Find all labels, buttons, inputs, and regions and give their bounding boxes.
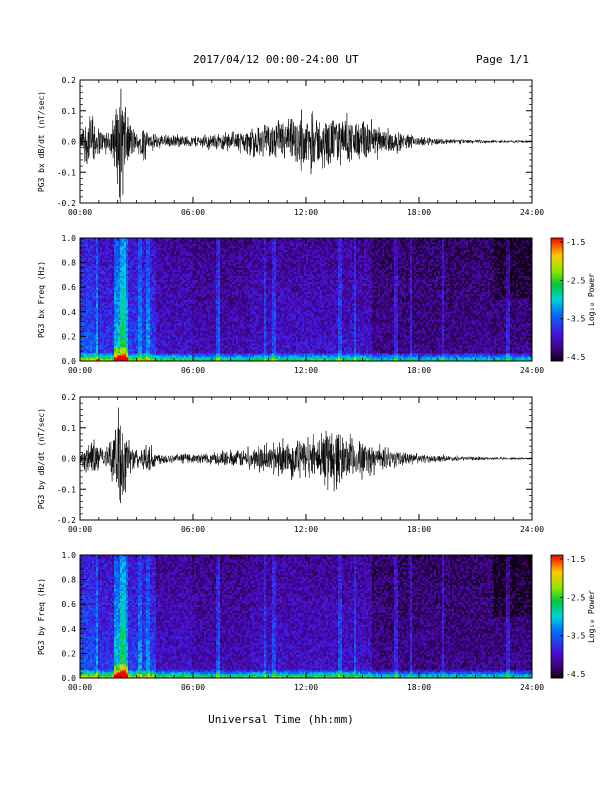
x-tick-label: 18:00 [407, 525, 431, 534]
x-tick-label: 12:00 [294, 525, 318, 534]
spectrogram-image [80, 555, 532, 678]
y-tick-label: 0.1 [62, 424, 77, 433]
x-tick-label: 00:00 [68, 525, 92, 534]
y-tick-label: 1.0 [62, 551, 77, 560]
x-tick-label: 12:00 [294, 683, 318, 692]
y-tick-label: 0.1 [62, 107, 77, 116]
y-tick-label: -0.1 [57, 168, 76, 177]
y-tick-label: 0.8 [62, 259, 77, 268]
x-tick-label: 24:00 [520, 208, 544, 217]
colorbar-tick-label: -3.5 [566, 315, 585, 324]
waveform-trace [80, 408, 532, 503]
colorbar: -1.5 -2.5 -3.5 -4.5 Log₁₀ Power [551, 555, 596, 679]
x-tick-label: 18:00 [407, 366, 431, 375]
x-tick-label: 12:00 [294, 366, 318, 375]
y-tick-label: -0.2 [57, 199, 76, 208]
x-tick-label: 00:00 [68, 683, 92, 692]
colorbar-label: Log₁₀ Power [587, 273, 596, 326]
panel-by-waveform: 00:00 06:00 12:00 18:00 24:00 0.2 0.1 0.0 -0.1 -0… [37, 393, 544, 534]
x-tick-label: 06:00 [181, 683, 205, 692]
colorbar: -1.5 -2.5 -3.5 -4.5 Log₁₀ Power [551, 238, 596, 362]
colorbar-tick-label: -2.5 [566, 276, 585, 285]
y-tick-label: 0.6 [62, 283, 77, 292]
colorbar-tick-label: -3.5 [566, 632, 585, 641]
y-tick-label: 0.2 [62, 76, 77, 85]
x-tick-label: 06:00 [181, 366, 205, 375]
x-tick-label: 00:00 [68, 366, 92, 375]
x-tick-label: 24:00 [520, 683, 544, 692]
panel-bx-spectrogram: 00:00 06:00 12:00 18:00 24:00 1.0 0.8 0.6 0.4 0.2… [37, 234, 544, 375]
y-axis-label: PG3 by Freq (Hz) [37, 578, 46, 655]
y-tick-label: -0.1 [57, 485, 76, 494]
y-tick-label: 0.0 [62, 455, 77, 464]
x-tick-label: 24:00 [520, 525, 544, 534]
x-tick-label: 18:00 [407, 683, 431, 692]
x-tick-label: 12:00 [294, 208, 318, 217]
y-axis-label: PG3 bx dB/dt (nT/sec) [37, 91, 46, 192]
panel-by-spectrogram: 00:00 06:00 12:00 18:00 24:00 1.0 0.8 0.6 0.4 0.2… [37, 551, 544, 692]
y-tick-label: 0.0 [62, 357, 77, 366]
y-tick-label: 0.2 [62, 332, 77, 341]
panel-bx-waveform: 00:00 06:00 12:00 18:00 24:00 0.2 0.1 0.0 -0.1 -0… [37, 76, 544, 217]
colorbar-tick-label: -4.5 [566, 670, 585, 679]
y-tick-label: 0.4 [62, 625, 77, 634]
y-tick-label: 0.0 [62, 138, 77, 147]
x-tick-label: 00:00 [68, 208, 92, 217]
y-tick-label: 0.8 [62, 576, 77, 585]
y-axis-label: PG3 by dB/dt (nT/sec) [37, 408, 46, 509]
y-tick-label: 0.4 [62, 308, 77, 317]
colorbar-tick-label: -4.5 [566, 353, 585, 362]
spectrogram-image [80, 238, 532, 361]
y-axis-label: PG3 bx Freq (Hz) [37, 261, 46, 338]
waveform-trace [80, 89, 532, 203]
colorbar-tick-label: -1.5 [566, 238, 585, 247]
x-tick-label: 18:00 [407, 208, 431, 217]
colorbar-label: Log₁₀ Power [587, 590, 596, 643]
colorbar-tick-label: -1.5 [566, 555, 585, 564]
y-tick-label: 0.6 [62, 600, 77, 609]
y-tick-label: 0.2 [62, 393, 77, 402]
x-tick-label: 24:00 [520, 366, 544, 375]
x-tick-label: 06:00 [181, 208, 205, 217]
y-tick-label: 0.2 [62, 649, 77, 658]
y-tick-label: 1.0 [62, 234, 77, 243]
plot-figure: 00:00 06:00 12:00 18:00 24:00 0.2 0.1 0.0 -0.1 -0… [0, 0, 612, 792]
y-tick-label: 0.0 [62, 674, 77, 683]
x-axis-label: Universal Time (hh:mm) [208, 713, 354, 726]
colorbar-tick-label: -2.5 [566, 593, 585, 602]
y-tick-label: -0.2 [57, 516, 76, 525]
x-tick-label: 06:00 [181, 525, 205, 534]
